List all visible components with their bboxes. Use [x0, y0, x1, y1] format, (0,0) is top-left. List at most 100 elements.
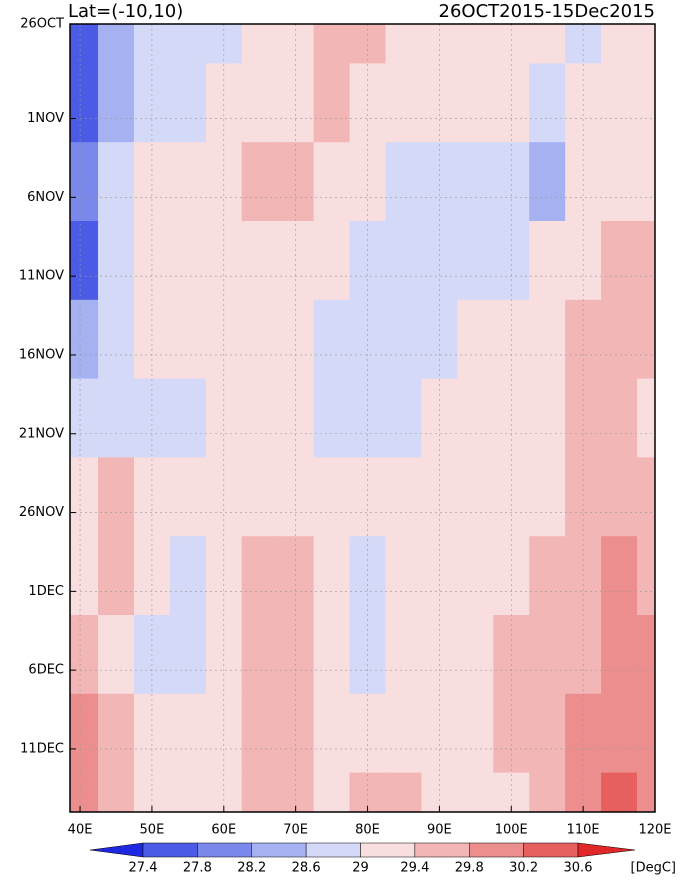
cell — [529, 299, 566, 380]
cell — [529, 142, 566, 222]
cell — [169, 24, 207, 64]
cell — [313, 457, 351, 537]
cell — [98, 142, 135, 222]
cell — [98, 772, 135, 812]
cell — [169, 615, 207, 695]
y-tick-label: 11NOV — [19, 269, 64, 284]
x-tick-label: 120E — [638, 823, 671, 838]
cell — [601, 378, 638, 458]
cell — [313, 378, 351, 458]
cell — [313, 24, 351, 64]
cell — [313, 615, 351, 695]
y-tick-label: 21NOV — [19, 426, 64, 441]
colorbar-label: 29 — [352, 861, 369, 876]
cell — [313, 772, 351, 812]
cell — [385, 221, 422, 301]
colorbar-bin — [523, 842, 579, 858]
cell — [529, 457, 566, 537]
cell — [601, 142, 638, 222]
cell — [70, 24, 99, 64]
cell — [241, 457, 279, 537]
cell — [601, 63, 638, 143]
colorbar-label: 30.2 — [509, 861, 538, 876]
cell — [98, 299, 135, 380]
cell — [529, 63, 566, 143]
cell — [385, 772, 422, 812]
cell — [70, 63, 99, 143]
cell — [169, 63, 207, 143]
cell — [169, 378, 207, 458]
x-tick-label: 110E — [567, 823, 600, 838]
cell — [70, 772, 99, 812]
cell — [637, 63, 655, 143]
cell — [241, 772, 279, 812]
x-tick-label: 80E — [355, 823, 380, 838]
colorbar-bin — [305, 842, 361, 858]
cell — [169, 536, 207, 616]
cell — [637, 221, 655, 301]
cell — [70, 693, 99, 774]
cell — [385, 536, 422, 616]
cell — [241, 63, 279, 143]
cell — [457, 457, 494, 537]
cell — [637, 457, 655, 537]
cell — [313, 693, 351, 774]
cell — [601, 536, 638, 616]
cell — [70, 378, 99, 458]
cell — [637, 142, 655, 222]
cell — [98, 536, 135, 616]
colorbar-label: 27.8 — [183, 861, 212, 876]
cell — [457, 142, 494, 222]
cell — [637, 536, 655, 616]
cell — [385, 457, 422, 537]
title-left: Lat=(-10,10) — [68, 1, 183, 22]
cell — [601, 299, 638, 380]
cell — [241, 142, 279, 222]
colorbar-label: 27.4 — [129, 861, 158, 876]
cell — [601, 772, 638, 812]
x-tick-label: 50E — [140, 823, 165, 838]
colorbar-bin — [251, 842, 307, 858]
y-tick-label: 26OCT — [20, 17, 64, 32]
cell — [241, 693, 279, 774]
cell — [385, 693, 422, 774]
cell — [637, 693, 655, 774]
colorbar-bin — [414, 842, 470, 858]
colorbar-bin — [197, 842, 252, 858]
plot-frame — [69, 23, 656, 813]
colorbar-end — [577, 842, 636, 858]
cell — [601, 457, 638, 537]
colorbar-label: 28.6 — [292, 861, 321, 876]
x-tick-label: 100E — [495, 823, 528, 838]
cell — [313, 142, 351, 222]
field — [70, 24, 655, 812]
cell — [637, 772, 655, 812]
cell — [385, 378, 422, 458]
y-tick-label: 11DEC — [20, 741, 64, 756]
cell — [169, 221, 207, 301]
cell — [457, 63, 494, 143]
cell — [313, 536, 351, 616]
cell — [241, 536, 279, 616]
cell — [70, 536, 99, 616]
colorbar-label: 29.8 — [455, 861, 484, 876]
cell — [241, 378, 279, 458]
cell — [601, 693, 638, 774]
cell — [313, 299, 351, 380]
cell — [601, 24, 638, 64]
title-right: 26OCT2015-15Dec2015 — [439, 1, 655, 22]
cell — [529, 772, 566, 812]
cell — [457, 693, 494, 774]
cell — [637, 24, 655, 64]
cell — [457, 299, 494, 380]
cell — [457, 615, 494, 695]
cell — [385, 142, 422, 222]
cell — [385, 299, 422, 380]
cell — [241, 615, 279, 695]
cell — [385, 24, 422, 64]
cell — [313, 221, 351, 301]
cell — [98, 615, 135, 695]
colorbar-label: 28.2 — [237, 861, 266, 876]
x-tick-label: 40E — [68, 823, 93, 838]
cell — [169, 772, 207, 812]
